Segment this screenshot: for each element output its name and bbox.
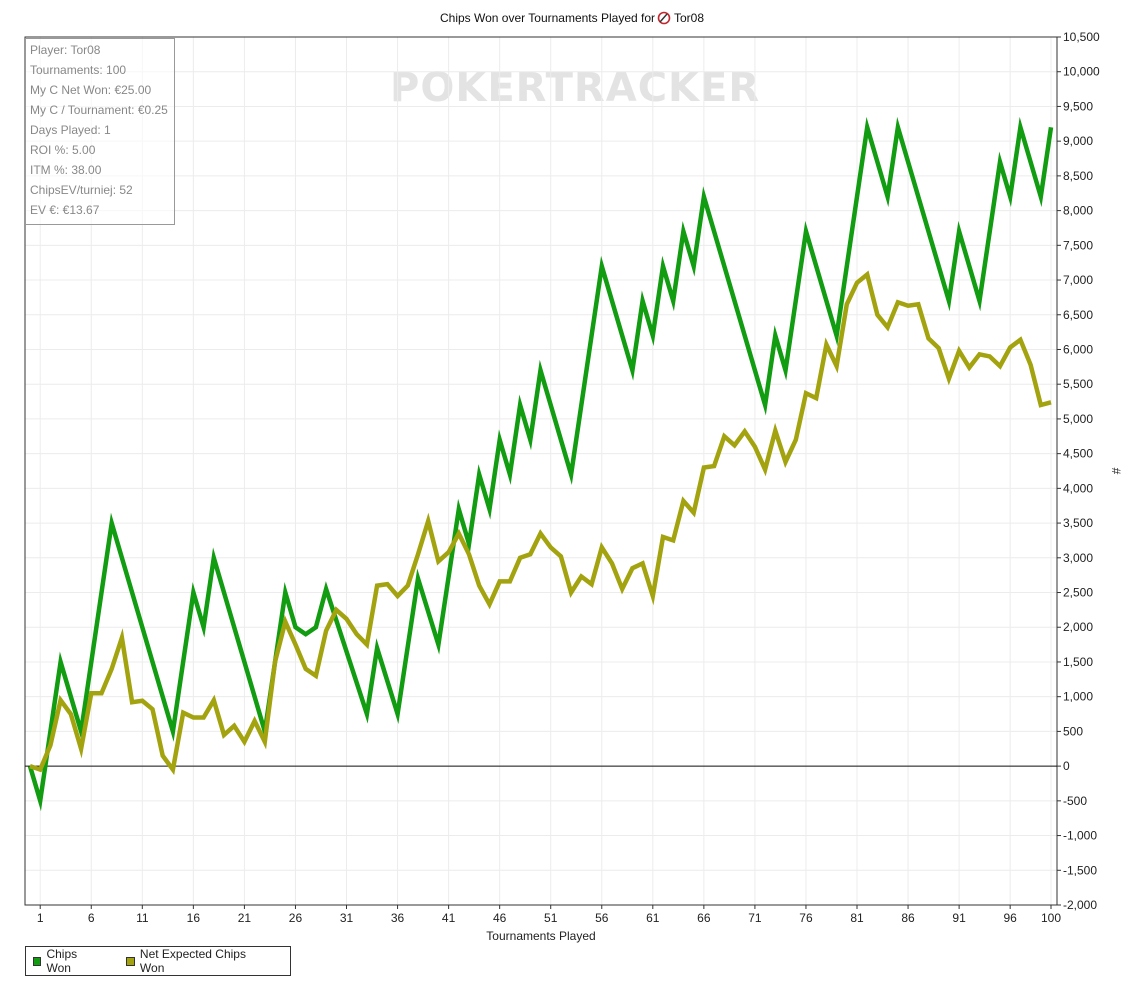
x-tick-label: 86 bbox=[901, 911, 915, 925]
x-tick-label: 81 bbox=[850, 911, 864, 925]
y-tick-label: 1,500 bbox=[1063, 655, 1093, 669]
x-tick-label: 36 bbox=[391, 911, 405, 925]
legend-item: Net Expected Chips Won bbox=[126, 947, 264, 975]
y-tick-label: 6,500 bbox=[1063, 308, 1093, 322]
y-tick-label: 1,000 bbox=[1063, 690, 1093, 704]
x-tick-label: 31 bbox=[340, 911, 354, 925]
y-tick-label: -1,500 bbox=[1063, 863, 1097, 877]
stat-line: ChipsEV/turniej: 52 bbox=[30, 183, 133, 197]
y-tick-label: 8,000 bbox=[1063, 204, 1093, 218]
stat-line: My C Net Won: €25.00 bbox=[30, 83, 152, 97]
x-tick-label: 21 bbox=[238, 911, 252, 925]
y-tick-label: 3,500 bbox=[1063, 516, 1093, 530]
y-axis: 10,500 10,000 9,500 9,000 8,500 8,000 7,500 7,0… bbox=[1057, 30, 1100, 912]
chart-title-player: Tor08 bbox=[674, 11, 704, 25]
series-lines bbox=[27, 116, 1054, 812]
stat-line: Days Played: 1 bbox=[30, 123, 111, 137]
pokertracker-logo-icon bbox=[657, 11, 671, 25]
stat-line: ROI %: 5.00 bbox=[30, 143, 96, 157]
pokertracker-watermark: POKERTRACKER bbox=[390, 65, 760, 111]
stat-line: ITM %: 38.00 bbox=[30, 163, 102, 177]
y-tick-label: -1,000 bbox=[1063, 829, 1097, 843]
chart-legend: Chips Won Net Expected Chips Won bbox=[25, 946, 291, 976]
chart-title-group: Chips Won over Tournaments Played for To… bbox=[440, 11, 704, 25]
stat-line: Player: Tor08 bbox=[30, 43, 101, 57]
chart-title: Chips Won over Tournaments Played for bbox=[440, 11, 655, 25]
x-tick-label: 51 bbox=[544, 911, 558, 925]
series-line-1 bbox=[29, 270, 1052, 776]
y-tick-label: 0 bbox=[1063, 759, 1070, 773]
y-tick-label: 4,000 bbox=[1063, 481, 1093, 495]
y-tick-label: 10,000 bbox=[1063, 65, 1100, 79]
y-tick-label: 8,500 bbox=[1063, 169, 1093, 183]
x-tick-label: 46 bbox=[493, 911, 507, 925]
x-tick-label: 66 bbox=[697, 911, 711, 925]
x-tick-label: 91 bbox=[952, 911, 966, 925]
legend-label: Chips Won bbox=[46, 947, 78, 975]
stat-line: Tournaments: 100 bbox=[30, 63, 127, 77]
x-axis-label: Tournaments Played bbox=[486, 929, 595, 943]
y-axis-label: # bbox=[1109, 468, 1123, 475]
plot-grid bbox=[25, 36, 1057, 906]
x-tick-label: 100 bbox=[1041, 911, 1061, 925]
y-tick-label: 7,500 bbox=[1063, 238, 1093, 252]
x-tick-label: 96 bbox=[1003, 911, 1017, 925]
y-tick-label: 9,000 bbox=[1063, 134, 1093, 148]
y-tick-label: -500 bbox=[1063, 794, 1087, 808]
y-tick-label: 4,500 bbox=[1063, 447, 1093, 461]
y-tick-label: 5,500 bbox=[1063, 377, 1093, 391]
x-tick-label: 11 bbox=[136, 911, 149, 925]
x-tick-label: 16 bbox=[187, 911, 201, 925]
plot-frame bbox=[24, 36, 1058, 906]
y-tick-label: 9,500 bbox=[1063, 99, 1093, 113]
y-tick-label: 5,000 bbox=[1063, 412, 1093, 426]
y-tick-label: 6,000 bbox=[1063, 342, 1093, 356]
x-tick-label: 76 bbox=[799, 911, 813, 925]
y-tick-label: 10,500 bbox=[1063, 30, 1100, 44]
legend-swatch bbox=[126, 956, 135, 966]
x-tick-label: 26 bbox=[289, 911, 303, 925]
y-tick-label: 2,500 bbox=[1063, 586, 1093, 600]
x-tick-label: 61 bbox=[646, 911, 660, 925]
x-tick-label: 1 bbox=[37, 911, 44, 925]
x-axis: 1 6 11 16 21 26 31 36 41 46 51 56 61 66 71 76 81 86 91 96 10… bbox=[37, 905, 1061, 925]
x-tick-label: 56 bbox=[595, 911, 609, 925]
y-tick-label: 3,000 bbox=[1063, 551, 1093, 565]
x-tick-label: 71 bbox=[748, 911, 762, 925]
x-tick-label: 6 bbox=[88, 911, 95, 925]
stat-line: EV €: €13.67 bbox=[30, 203, 100, 217]
y-tick-label: 2,000 bbox=[1063, 620, 1093, 634]
series-line-0 bbox=[27, 116, 1054, 812]
y-tick-label: 7,000 bbox=[1063, 273, 1093, 287]
legend-item: Chips Won bbox=[33, 947, 100, 975]
stat-line: My C / Tournament: €0.25 bbox=[30, 103, 168, 117]
y-tick-label: 500 bbox=[1063, 724, 1083, 738]
legend-swatch bbox=[33, 956, 42, 966]
player-stats-box: Player: Tor08 Tournaments: 100 My C Net Wo… bbox=[25, 38, 175, 225]
x-tick-label: 41 bbox=[442, 911, 456, 925]
legend-label: Net Expected Chips Won bbox=[139, 947, 246, 975]
y-tick-label: -2,000 bbox=[1063, 898, 1097, 912]
